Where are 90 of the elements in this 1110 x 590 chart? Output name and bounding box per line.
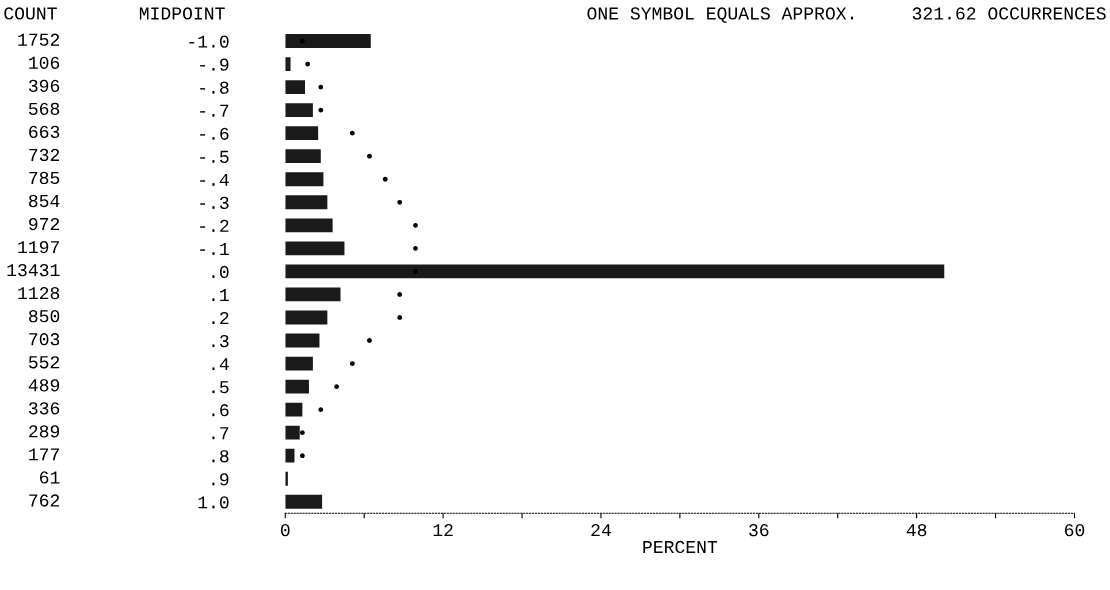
y-tick-label: -.5 [200, 150, 229, 163]
text: 762 [29, 494, 60, 507]
point [413, 269, 418, 274]
y-tick-label: .3 [212, 334, 229, 348]
x-tick-label: 12 [433, 524, 453, 537]
text: 568 [28, 102, 60, 115]
text: 1197 [18, 240, 59, 254]
point [367, 338, 372, 343]
text: 972 [29, 217, 60, 231]
y-tick-label: .6 [212, 404, 229, 417]
y-tick-label: .9 [212, 473, 229, 486]
y-tick-label: -.2 [200, 219, 229, 232]
text: 396 [28, 79, 60, 92]
text: 732 [29, 148, 60, 162]
point [318, 407, 324, 413]
text: COUNT [4, 7, 57, 20]
text: 1128 [18, 287, 60, 300]
point [299, 453, 305, 459]
point [349, 361, 355, 366]
y-tick-label: -.9 [200, 58, 229, 71]
point [318, 84, 324, 90]
text: 106 [29, 56, 60, 69]
text: 336 [28, 402, 60, 415]
point [397, 292, 403, 297]
bar [285, 264, 945, 279]
x-tick-label: 24 [591, 524, 611, 537]
y-tick-label: .8 [212, 450, 229, 463]
text: 13431 [7, 263, 60, 277]
bar [285, 126, 319, 141]
point [367, 153, 372, 159]
x-tick-label: 60 [1064, 524, 1085, 537]
y-tick-label: .1 [212, 289, 229, 301]
y-tick-label: -.4 [200, 173, 229, 186]
point [397, 315, 403, 320]
bar [285, 287, 341, 302]
text: 785 [29, 171, 60, 185]
y-tick-label: 1.0 [198, 496, 229, 509]
bar [285, 379, 309, 394]
text: 850 [29, 310, 60, 323]
bar [285, 80, 305, 95]
text: 489 [28, 379, 60, 392]
point [318, 107, 324, 113]
x-axis-title: PERCENT [643, 540, 718, 554]
y-tick-label: .0 [212, 265, 229, 279]
point [413, 222, 418, 228]
text: 289 [29, 425, 60, 438]
point [305, 61, 311, 67]
y-tick-label: .4 [212, 358, 229, 371]
point [397, 199, 403, 205]
point [349, 130, 355, 136]
y-tick-label: .2 [212, 311, 229, 325]
text: 854 [29, 194, 60, 208]
text: 552 [28, 356, 60, 369]
y-axis-title: MIDPOINT [139, 7, 225, 20]
bar [285, 356, 313, 371]
x-tick-label: 36 [749, 524, 769, 537]
text: 663 [29, 125, 60, 139]
bar [285, 103, 313, 118]
y-tick-label: -1.0 [189, 35, 229, 48]
point [334, 384, 339, 389]
bar [285, 195, 328, 210]
point [382, 176, 388, 182]
bar [285, 333, 320, 348]
text: 1752 [18, 33, 60, 46]
text: 177 [29, 448, 59, 461]
bar [285, 57, 291, 71]
y-tick-label: -.3 [200, 196, 229, 210]
y-tick-label: -.8 [200, 81, 229, 94]
chart-title: ONE SYMBOL EQUALS APPROX. 321.62 OCCURRENCES [587, 7, 1106, 23]
bar [285, 402, 303, 417]
x-tick-label: 0 [280, 524, 290, 537]
point [299, 38, 305, 44]
text: 703 [29, 333, 60, 346]
bar [285, 34, 371, 48]
y-tick-label: .7 [212, 427, 229, 440]
point [413, 245, 418, 251]
bar [285, 218, 333, 233]
bar [285, 494, 323, 509]
text: 61 [40, 471, 60, 484]
point [299, 430, 305, 436]
bar [285, 425, 300, 440]
bar [285, 149, 321, 164]
bar [285, 310, 328, 325]
y-tick-label: -.1 [200, 243, 229, 255]
bar [285, 172, 324, 187]
bar [285, 241, 345, 256]
y-tick-label: -.7 [200, 104, 229, 117]
y-tick-label: .5 [212, 381, 229, 394]
y-tick-label: -.6 [200, 127, 229, 140]
x-tick-label: 48 [906, 524, 927, 537]
